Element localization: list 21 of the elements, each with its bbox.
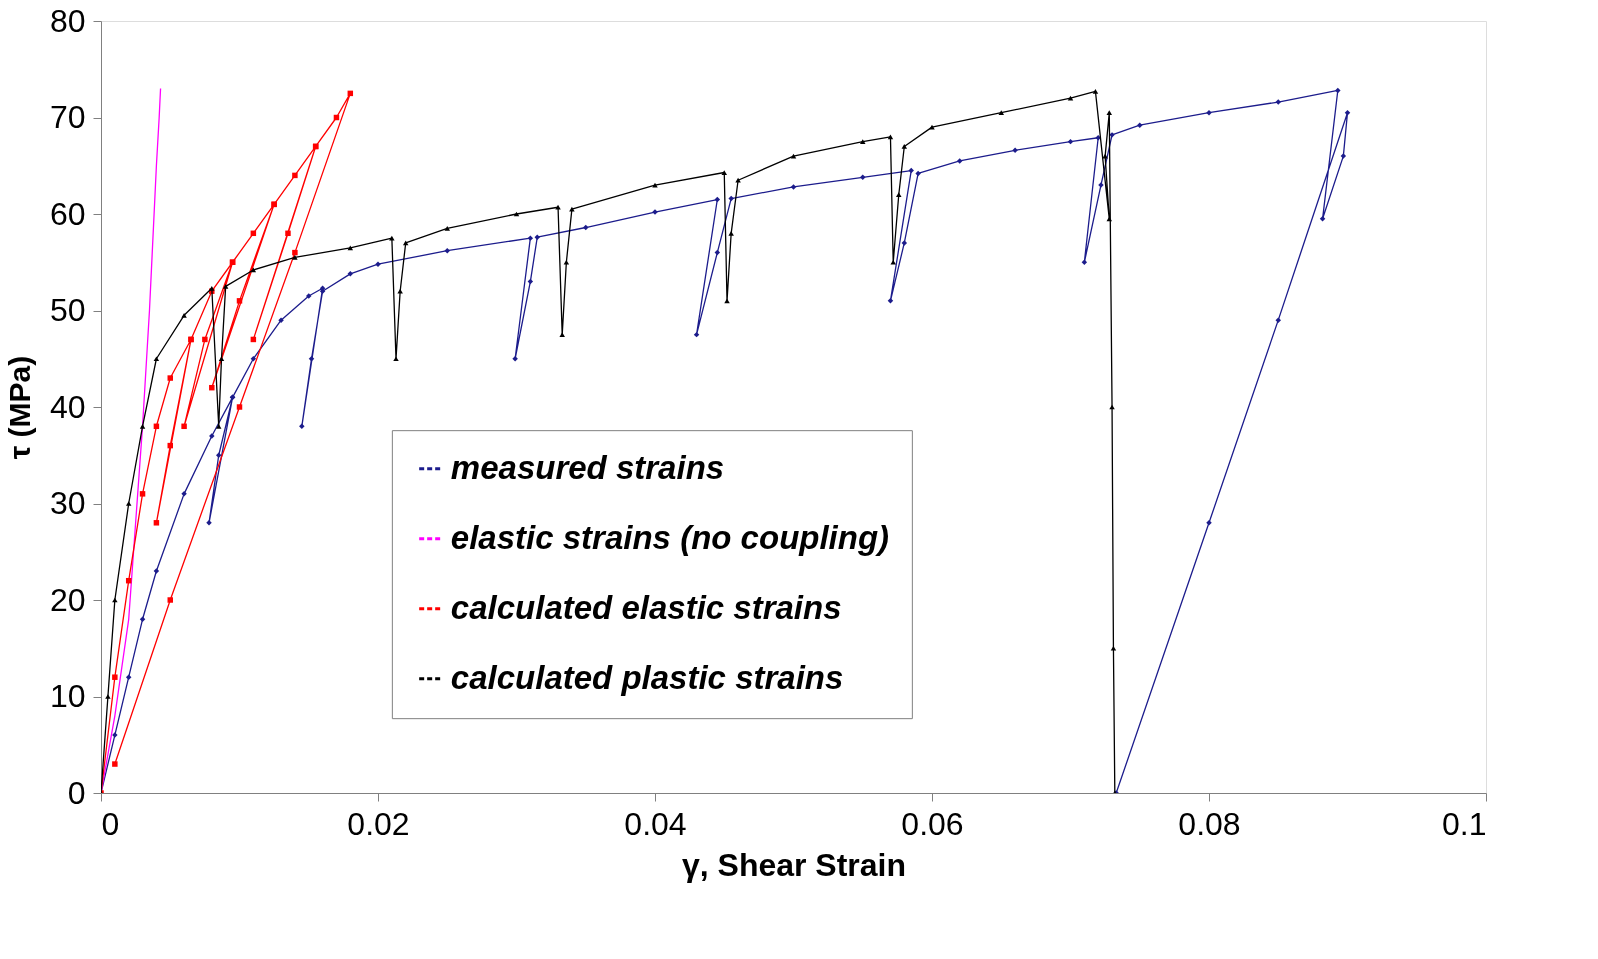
legend-label: measured strains — [450, 448, 725, 486]
legend-label: elastic strains (no coupling) — [450, 518, 890, 556]
y-tick-label: 40 — [49, 388, 86, 425]
y-tick-label: 0 — [67, 774, 86, 811]
x-axis-title: γ, Shear Strain — [681, 846, 907, 883]
legend-label: calculated elastic strains — [450, 588, 842, 626]
y-tick-label: 10 — [49, 678, 86, 714]
x-tick-label: 0 — [101, 805, 120, 842]
y-tick-label: 80 — [49, 2, 86, 39]
y-tick-label: 30 — [49, 485, 86, 521]
x-tick-label: 0.1 — [1442, 805, 1487, 842]
x-tick-label: 0.08 — [1178, 805, 1241, 842]
y-tick-label: 70 — [49, 99, 86, 135]
x-tick-label: 0.02 — [347, 805, 410, 842]
y-axis-title: τ (MPa) — [2, 355, 36, 460]
y-tick-label: 20 — [49, 581, 86, 618]
y-tick-label: 50 — [49, 292, 86, 328]
x-tick-label: 0.06 — [901, 805, 964, 842]
x-tick-label: 0.04 — [624, 805, 687, 842]
y-tick-label: 60 — [49, 195, 86, 232]
legend-label: calculated plastic strains — [450, 658, 844, 696]
